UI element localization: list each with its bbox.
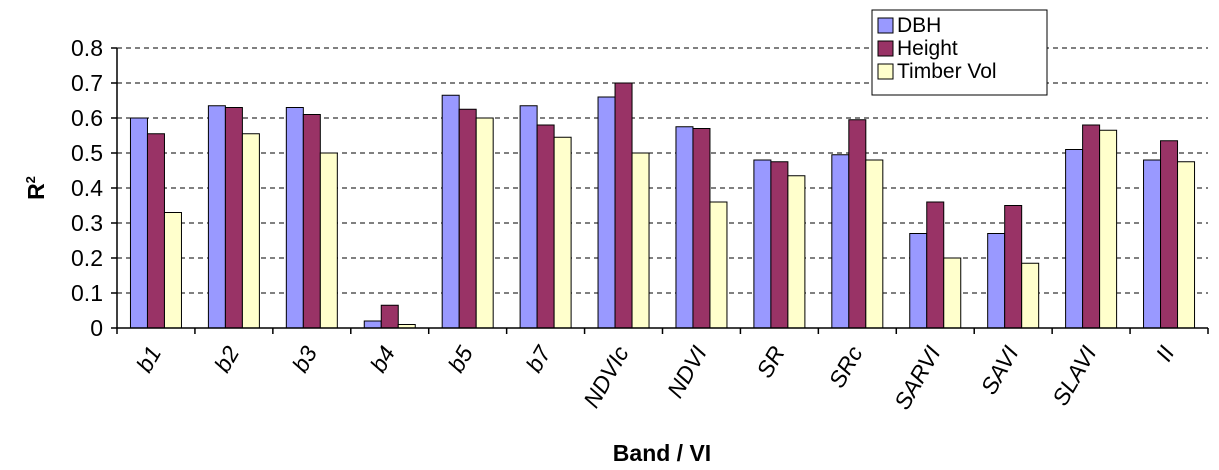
y-tick-label: 0.1 xyxy=(71,280,103,306)
bar xyxy=(631,152,650,329)
bar xyxy=(285,107,304,329)
bar xyxy=(441,94,460,329)
y-tick-label: 0.6 xyxy=(71,105,103,131)
bar xyxy=(987,233,1006,329)
bar xyxy=(458,108,477,329)
x-tick-label: SLAVI xyxy=(1047,341,1102,410)
bar xyxy=(380,304,399,329)
x-tick-label: NDVIc xyxy=(578,341,634,412)
bar xyxy=(597,96,616,329)
bar xyxy=(943,257,962,329)
legend-label: DBH xyxy=(897,14,941,37)
y-axis-title-superscript: 2 xyxy=(23,176,38,183)
legend-swatch xyxy=(877,63,894,80)
x-tick-label: NDVI xyxy=(662,341,712,402)
bar xyxy=(709,201,728,329)
x-tick-label: b4 xyxy=(365,342,400,377)
bar xyxy=(363,320,382,329)
y-tick-label: 0.3 xyxy=(71,210,103,236)
bar xyxy=(909,233,928,329)
y-axis-title-text: R xyxy=(23,183,49,200)
x-tick-label: b3 xyxy=(287,341,322,376)
bar xyxy=(848,119,867,329)
legend-swatch xyxy=(877,40,894,57)
y-tick-label: 0.4 xyxy=(71,175,103,201)
bar xyxy=(207,105,226,329)
bar xyxy=(319,152,338,329)
bar xyxy=(1065,149,1084,329)
x-tick-label: b5 xyxy=(443,341,478,376)
bar xyxy=(1021,262,1040,329)
x-tick-label: b7 xyxy=(521,340,557,376)
bar xyxy=(241,133,260,329)
x-tick-label: SAVI xyxy=(975,341,1023,399)
x-tick-label: b2 xyxy=(209,341,244,376)
x-tick-label: SR xyxy=(751,342,789,383)
y-tick-label: 0.8 xyxy=(71,35,103,61)
svg-text:R2: R2 xyxy=(23,176,49,200)
bar xyxy=(224,107,243,329)
bars xyxy=(129,82,1196,329)
bar xyxy=(926,201,945,329)
legend-box xyxy=(871,9,1048,96)
bar xyxy=(1177,161,1196,329)
bar xyxy=(614,82,633,329)
bar xyxy=(146,133,165,329)
x-tick-labels: b1 b2 b3 b4 b5 b7 NDVIc NDVI SR SRc SARVI SAVI SLAVI… xyxy=(116,328,1209,414)
y-tick-label: 0.5 xyxy=(71,140,103,166)
bar xyxy=(302,114,321,329)
bar xyxy=(163,212,182,329)
x-tick-label: II xyxy=(1150,341,1179,366)
bar xyxy=(770,161,789,329)
bar xyxy=(1082,124,1101,329)
y-tick-label: 0 xyxy=(90,315,103,341)
bar xyxy=(475,117,494,329)
bar xyxy=(1143,159,1162,329)
legend-swatch xyxy=(877,17,894,34)
bar xyxy=(831,154,850,329)
x-tick-label: SARVI xyxy=(889,341,946,414)
x-tick-label: SRc xyxy=(823,341,867,392)
y-tick-label: 0.7 xyxy=(71,70,103,96)
bar xyxy=(553,136,572,329)
bar xyxy=(1160,140,1179,329)
bar xyxy=(692,128,711,329)
bar xyxy=(519,105,538,329)
bar xyxy=(675,126,694,329)
legend-label: Height xyxy=(897,37,958,60)
y-tick-label: 0.2 xyxy=(71,245,103,271)
y-tick-labels: 0 0.1 0.2 0.3 0.4 0.5 0.6 0.7 0.8 xyxy=(71,35,117,341)
bar xyxy=(753,159,772,329)
y-axis-title: R2 xyxy=(23,176,49,200)
bar xyxy=(129,117,148,329)
bar xyxy=(536,124,555,329)
x-axis-title: Band / VI xyxy=(613,440,711,466)
bar xyxy=(1004,205,1023,329)
bar xyxy=(787,175,806,329)
x-tick-label: b1 xyxy=(131,342,166,377)
bar xyxy=(1099,129,1118,329)
legend-label: Timber Vol xyxy=(897,60,997,83)
bar xyxy=(865,159,884,329)
